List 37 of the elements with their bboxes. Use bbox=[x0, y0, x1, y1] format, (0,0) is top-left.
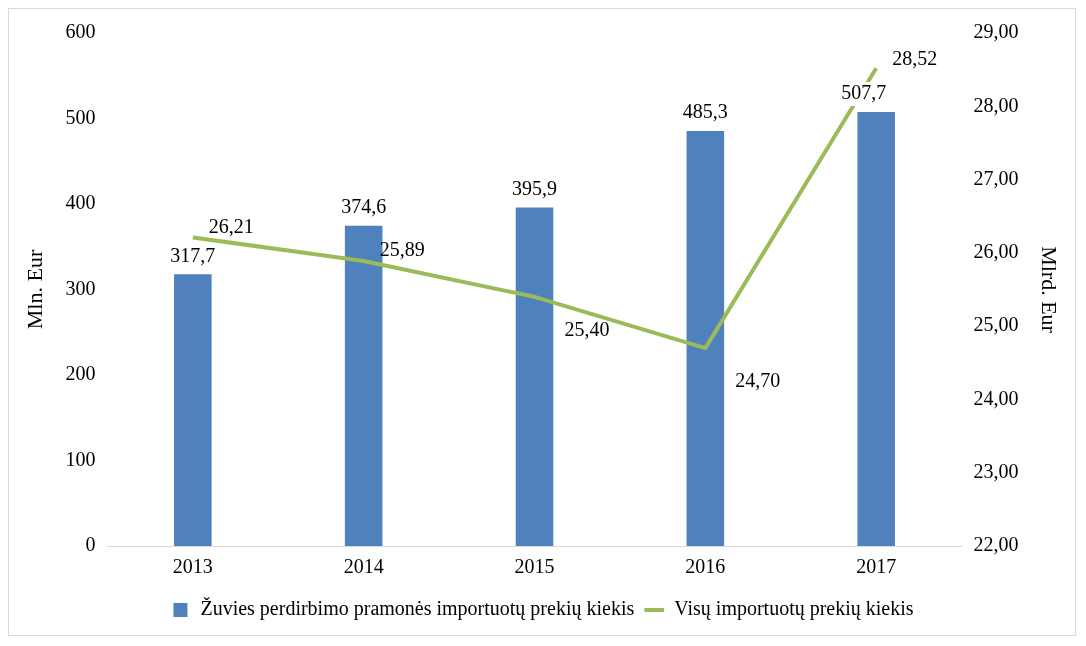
x-tick-label: 2013 bbox=[172, 555, 213, 578]
y2-axis-title: Mlrd. Eur bbox=[1037, 246, 1063, 334]
y-tick-label: 500 bbox=[65, 105, 96, 128]
data-label: 26,21 bbox=[208, 214, 254, 237]
data-label: 24,70 bbox=[735, 369, 781, 392]
legend-label: Visų importuotų prekių kiekis bbox=[674, 597, 914, 621]
y-tick-label: 600 bbox=[65, 20, 96, 43]
y2-tick-label: 26,00 bbox=[973, 240, 1019, 263]
x-tick-label: 2015 bbox=[514, 555, 555, 578]
y2-tick-label: 22,00 bbox=[973, 533, 1019, 556]
data-label: 317,7 bbox=[170, 243, 216, 266]
bar bbox=[515, 207, 554, 546]
y-tick-label: 0 bbox=[85, 533, 96, 556]
data-label: 395,9 bbox=[512, 176, 557, 199]
bar bbox=[857, 111, 895, 546]
y-tick-label: 200 bbox=[65, 362, 96, 385]
x-tick-label: 2014 bbox=[343, 555, 384, 578]
y-tick-label: 100 bbox=[65, 447, 96, 470]
y-axis-title: Mln. Eur bbox=[21, 249, 47, 330]
y2-tick-label: 24,00 bbox=[973, 386, 1019, 409]
data-label: 374,6 bbox=[341, 194, 387, 217]
legend-label: Žuvies perdirbimo pramonės importuotų prekių kiekis bbox=[200, 597, 635, 621]
y2-tick-label: 23,00 bbox=[973, 459, 1019, 482]
data-label: 25,40 bbox=[564, 318, 610, 341]
x-tick-label: 2016 bbox=[685, 555, 726, 578]
x-tick-label: 2017 bbox=[856, 555, 897, 578]
y-tick-label: 300 bbox=[65, 276, 96, 299]
data-label: 28,52 bbox=[892, 47, 938, 70]
y2-tick-label: 25,00 bbox=[973, 313, 1019, 336]
y2-tick-label: 29,00 bbox=[973, 20, 1019, 43]
bar bbox=[686, 131, 725, 546]
data-label: 507,7 bbox=[841, 81, 887, 104]
y2-tick-label: 27,00 bbox=[973, 166, 1019, 189]
y-tick-label: 400 bbox=[65, 191, 96, 214]
y2-tick-label: 28,00 bbox=[973, 93, 1019, 116]
bar bbox=[174, 274, 212, 546]
data-label: 485,3 bbox=[682, 100, 728, 123]
